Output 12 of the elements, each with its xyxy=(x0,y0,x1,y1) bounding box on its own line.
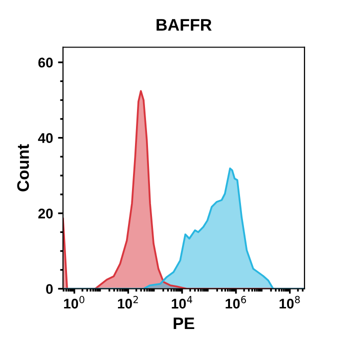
y-axis-title: Count xyxy=(17,144,29,192)
y-tick-label: 60 xyxy=(38,58,53,68)
x-tick-label: 10$^{4}$ xyxy=(172,296,192,309)
x-axis-title: PE xyxy=(174,318,194,330)
chart-title: BAFFR xyxy=(156,19,212,31)
y-tick-label: 40 xyxy=(38,133,53,143)
x-tick-label: 10$^{8}$ xyxy=(280,296,300,309)
x-tick-label: 10$^{6}$ xyxy=(226,296,246,309)
y-tick-label: 0 xyxy=(46,284,53,294)
y-tick-label: 20 xyxy=(38,208,53,218)
x-tick-label: 10$^{2}$ xyxy=(118,296,138,309)
x-tick-label: 10$^{0}$ xyxy=(64,296,84,309)
